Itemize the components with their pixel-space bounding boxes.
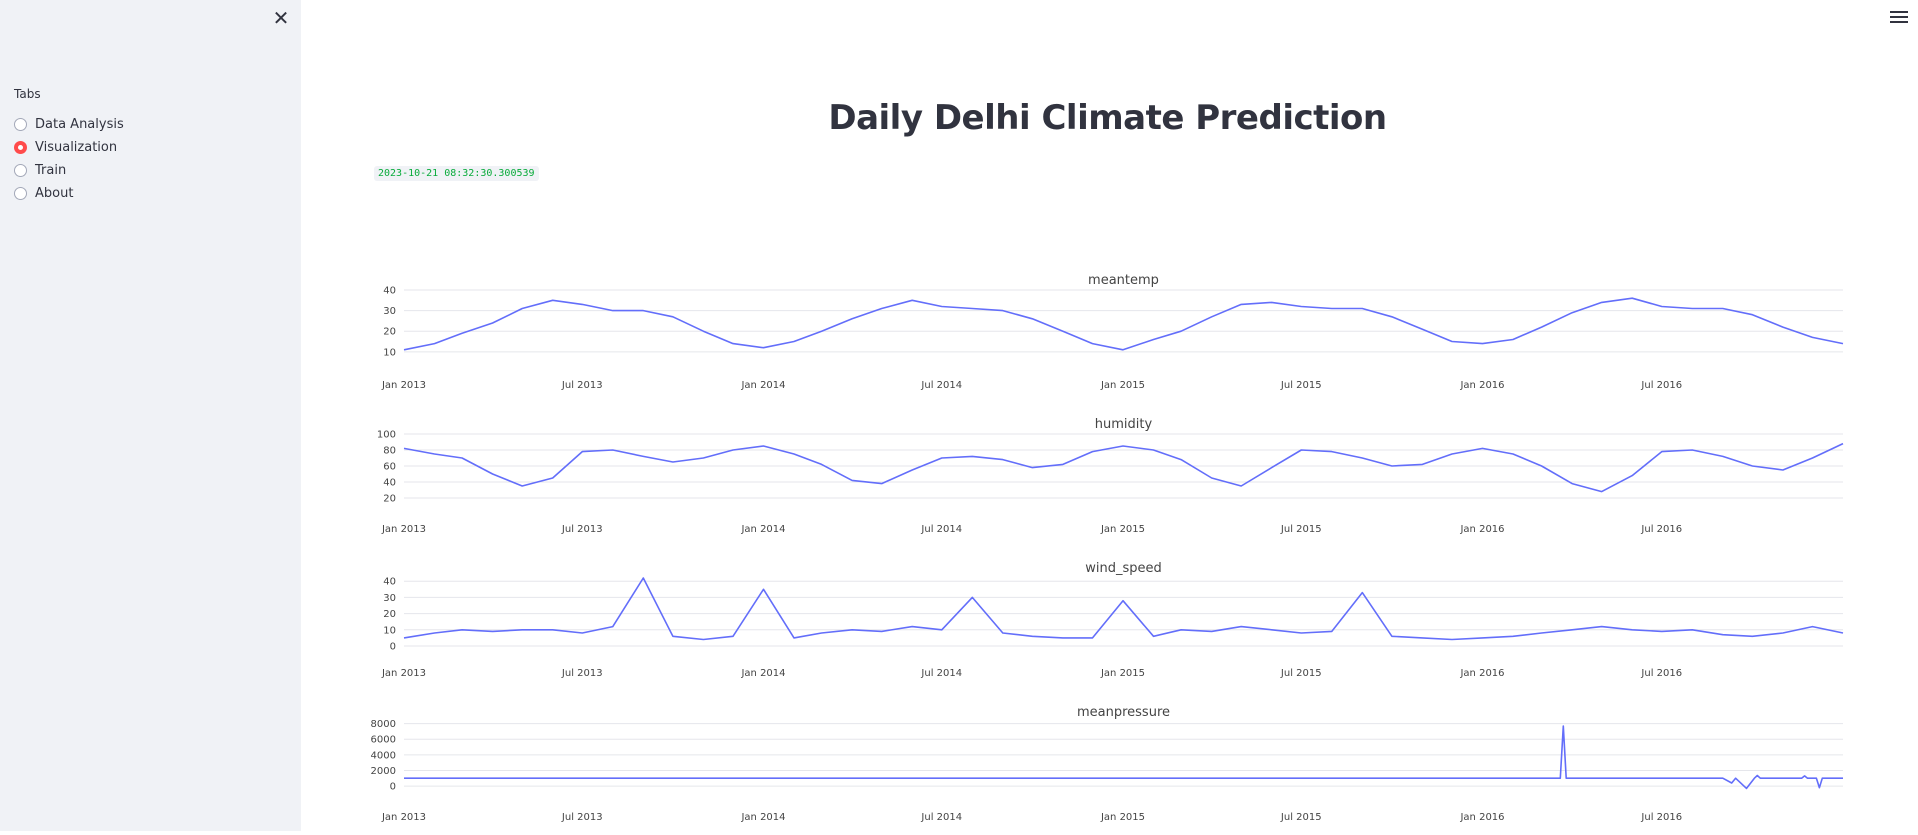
series-line <box>404 725 1843 790</box>
y-tick-label: 40 <box>383 286 396 297</box>
y-tick-label: 0 <box>390 642 396 653</box>
sidebar: ✕ Tabs Data Analysis Visualization Train… <box>0 0 301 831</box>
radio-circle-icon[interactable] <box>14 187 27 200</box>
series-line <box>403 577 1844 641</box>
x-tick-label: Jan 2016 <box>1459 524 1504 535</box>
radio-option-about[interactable]: About <box>14 182 124 205</box>
y-tick-label: 30 <box>383 306 396 317</box>
series-line <box>403 297 1844 351</box>
y-tick-label: 80 <box>383 446 396 457</box>
x-tick-label: Jul 2013 <box>561 524 603 535</box>
series-line <box>403 442 1844 493</box>
charts-svg[interactable]: meantemp 10 20 30 40 Jan 2013 Jul 2013 Jan 2014… <box>370 262 1850 831</box>
x-tick-label: Jan 2015 <box>1100 812 1145 823</box>
x-tick-label: Jan 2013 <box>381 812 426 823</box>
x-tick-label: Jan 2013 <box>381 380 426 391</box>
x-tick-label: Jul 2016 <box>1640 668 1682 679</box>
x-tick-label: Jul 2015 <box>1280 380 1322 391</box>
x-tick-label: Jul 2015 <box>1280 524 1322 535</box>
y-tick-label: 20 <box>383 494 396 505</box>
timestamp: 2023-10-21 08:32:30.300539 <box>374 166 539 181</box>
y-tick-label: 100 <box>377 430 396 441</box>
close-icon[interactable]: ✕ <box>272 6 290 30</box>
chart-title: meantemp <box>1088 273 1159 288</box>
chart-title: meanpressure <box>1077 705 1170 720</box>
radio-label[interactable]: Visualization <box>35 140 118 155</box>
tabs-radio-group: Data Analysis Visualization Train About <box>14 113 124 205</box>
y-tick-label: 2000 <box>371 766 396 777</box>
y-tick-label: 10 <box>383 347 396 358</box>
charts-container: meantemp 10 20 30 40 Jan 2013 Jul 2013 Jan 2014… <box>370 262 1850 831</box>
y-tick-label: 30 <box>383 593 396 604</box>
x-tick-label: Jan 2016 <box>1459 812 1504 823</box>
x-tick-label: Jan 2015 <box>1100 524 1145 535</box>
y-tick-label: 10 <box>383 625 396 636</box>
x-tick-label: Jan 2015 <box>1100 380 1145 391</box>
y-tick-label: 8000 <box>371 719 396 730</box>
radio-option-train[interactable]: Train <box>14 159 124 182</box>
x-tick-label: Jul 2016 <box>1640 380 1682 391</box>
radio-label[interactable]: Train <box>35 163 67 178</box>
chart-title: humidity <box>1095 417 1153 432</box>
x-tick-label: Jan 2014 <box>740 524 785 535</box>
radio-label[interactable]: About <box>35 186 74 201</box>
radio-option-visualization[interactable]: Visualization <box>14 136 124 159</box>
x-tick-label: Jan 2013 <box>381 524 426 535</box>
x-tick-label: Jan 2014 <box>740 812 785 823</box>
x-tick-label: Jul 2016 <box>1640 524 1682 535</box>
x-tick-label: Jul 2014 <box>920 812 962 823</box>
radio-label[interactable]: Data Analysis <box>35 117 124 132</box>
y-tick-label: 20 <box>383 609 396 620</box>
y-tick-label: 6000 <box>371 735 396 746</box>
radio-circle-icon[interactable] <box>14 118 27 131</box>
page-title: Daily Delhi Climate Prediction <box>828 98 1387 138</box>
y-tick-label: 40 <box>383 577 396 588</box>
y-tick-label: 60 <box>383 462 396 473</box>
chart-title: wind_speed <box>1085 561 1162 576</box>
x-tick-label: Jul 2013 <box>561 380 603 391</box>
hamburger-menu-icon[interactable] <box>1890 8 1908 26</box>
x-tick-label: Jul 2015 <box>1280 812 1322 823</box>
radio-option-data-analysis[interactable]: Data Analysis <box>14 113 124 136</box>
x-tick-label: Jul 2014 <box>920 380 962 391</box>
y-tick-label: 20 <box>383 327 396 338</box>
x-tick-label: Jan 2013 <box>381 668 426 679</box>
x-tick-label: Jan 2014 <box>740 668 785 679</box>
x-tick-label: Jan 2016 <box>1459 668 1504 679</box>
y-tick-label: 40 <box>383 478 396 489</box>
x-tick-label: Jan 2014 <box>740 380 785 391</box>
x-tick-label: Jan 2016 <box>1459 380 1504 391</box>
x-tick-label: Jan 2015 <box>1100 668 1145 679</box>
x-tick-label: Jul 2013 <box>561 668 603 679</box>
x-tick-label: Jul 2013 <box>561 812 603 823</box>
x-tick-label: Jul 2015 <box>1280 668 1322 679</box>
x-tick-label: Jul 2014 <box>920 524 962 535</box>
y-tick-label: 4000 <box>371 750 396 761</box>
tabs-label: Tabs <box>14 87 41 101</box>
x-tick-label: Jul 2014 <box>920 668 962 679</box>
y-tick-label: 0 <box>390 782 396 793</box>
radio-circle-icon[interactable] <box>14 164 27 177</box>
radio-selected-icon[interactable] <box>14 141 27 154</box>
x-tick-label: Jul 2016 <box>1640 812 1682 823</box>
